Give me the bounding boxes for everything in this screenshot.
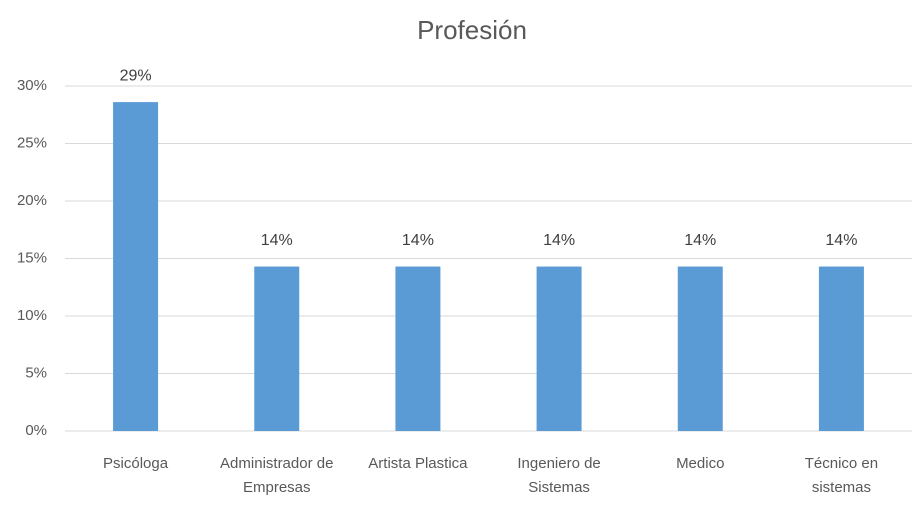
y-tick-label: 25% (17, 134, 47, 151)
bar (818, 266, 864, 431)
x-tick-label: Técnico en sistemas (804, 455, 879, 496)
data-label: 14% (684, 232, 716, 249)
bar (395, 266, 441, 431)
data-label: 14% (261, 232, 293, 249)
y-tick-label: 0% (25, 422, 47, 439)
y-tick-label: 30% (17, 77, 47, 94)
data-label: 14% (402, 232, 434, 249)
y-tick-label: 10% (17, 307, 47, 324)
x-tick-label: Psicóloga (103, 455, 169, 472)
data-label: 29% (120, 67, 152, 84)
bar (536, 266, 582, 431)
y-tick-label: 5% (25, 364, 47, 381)
bar (677, 266, 723, 431)
x-tick-label: Administrador de Empresas (220, 455, 334, 496)
x-tick-label: Medico (676, 455, 725, 472)
x-tick-label: Artista Plastica (368, 455, 468, 472)
y-tick-label: 20% (17, 192, 47, 209)
x-tick-label: Ingeniero de Sistemas (517, 455, 601, 496)
data-label: 14% (825, 232, 857, 249)
y-tick-label: 15% (17, 249, 47, 266)
bar (113, 102, 159, 431)
chart-title: Profesión (417, 15, 527, 45)
data-label: 14% (543, 232, 575, 249)
bar (254, 266, 300, 431)
